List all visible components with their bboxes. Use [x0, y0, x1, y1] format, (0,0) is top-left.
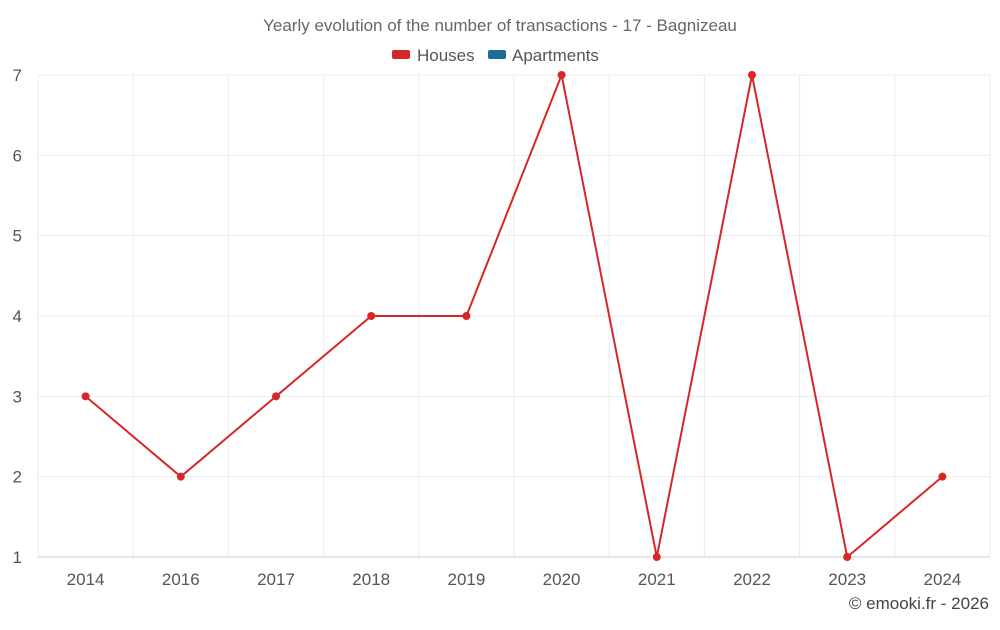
x-axis: 2014 2016 2017 2018 2019 2020 2021 2022 2023 2024 — [38, 556, 990, 589]
y-tick-label: 3 — [13, 387, 22, 406]
x-tick-label: 2023 — [828, 570, 866, 589]
legend-swatch-houses — [392, 50, 410, 59]
legend-item-apartments[interactable]: Apartments — [488, 46, 599, 65]
y-tick-label: 4 — [13, 307, 22, 326]
legend-swatch-apartments — [488, 50, 506, 59]
legend: Houses Apartments — [392, 46, 599, 65]
y-tick-label: 2 — [13, 468, 22, 487]
y-tick-label: 7 — [13, 66, 22, 85]
data-point-houses[interactable] — [748, 71, 756, 79]
data-point-houses[interactable] — [557, 71, 566, 79]
legend-label-houses: Houses — [417, 46, 475, 65]
x-tick-label: 2022 — [733, 570, 771, 589]
copyright-text: © emooki.fr - 2026 — [849, 594, 989, 613]
data-point-houses[interactable] — [652, 553, 661, 561]
data-point-houses[interactable] — [272, 392, 280, 401]
y-axis: 1 2 3 4 5 6 7 — [13, 66, 22, 567]
x-tick-label: 2017 — [257, 570, 295, 589]
data-point-houses[interactable] — [843, 553, 852, 561]
x-tick-label: 2019 — [447, 570, 485, 589]
y-tick-label: 5 — [13, 227, 22, 246]
x-tick-label: 2021 — [638, 570, 676, 589]
legend-label-apartments: Apartments — [512, 46, 599, 65]
series-line-houses — [84, 71, 944, 559]
data-point-houses[interactable] — [462, 312, 471, 320]
y-tick-label: 6 — [13, 146, 22, 165]
grid — [37, 74, 991, 557]
data-point-houses[interactable] — [367, 312, 376, 320]
legend-item-houses[interactable]: Houses — [392, 46, 475, 65]
chart-title: Yearly evolution of the number of transa… — [263, 16, 737, 35]
x-tick-label: 2016 — [162, 570, 200, 589]
x-tick-label: 2014 — [67, 570, 105, 589]
x-tick-label: 2024 — [923, 570, 961, 589]
x-tick-label: 2020 — [543, 570, 581, 589]
data-point-houses[interactable] — [176, 472, 185, 481]
series-houses — [81, 71, 947, 561]
data-point-houses[interactable] — [81, 392, 90, 401]
y-tick-label: 1 — [13, 548, 22, 567]
data-point-houses[interactable] — [938, 472, 947, 481]
x-tick-label: 2018 — [352, 570, 390, 589]
